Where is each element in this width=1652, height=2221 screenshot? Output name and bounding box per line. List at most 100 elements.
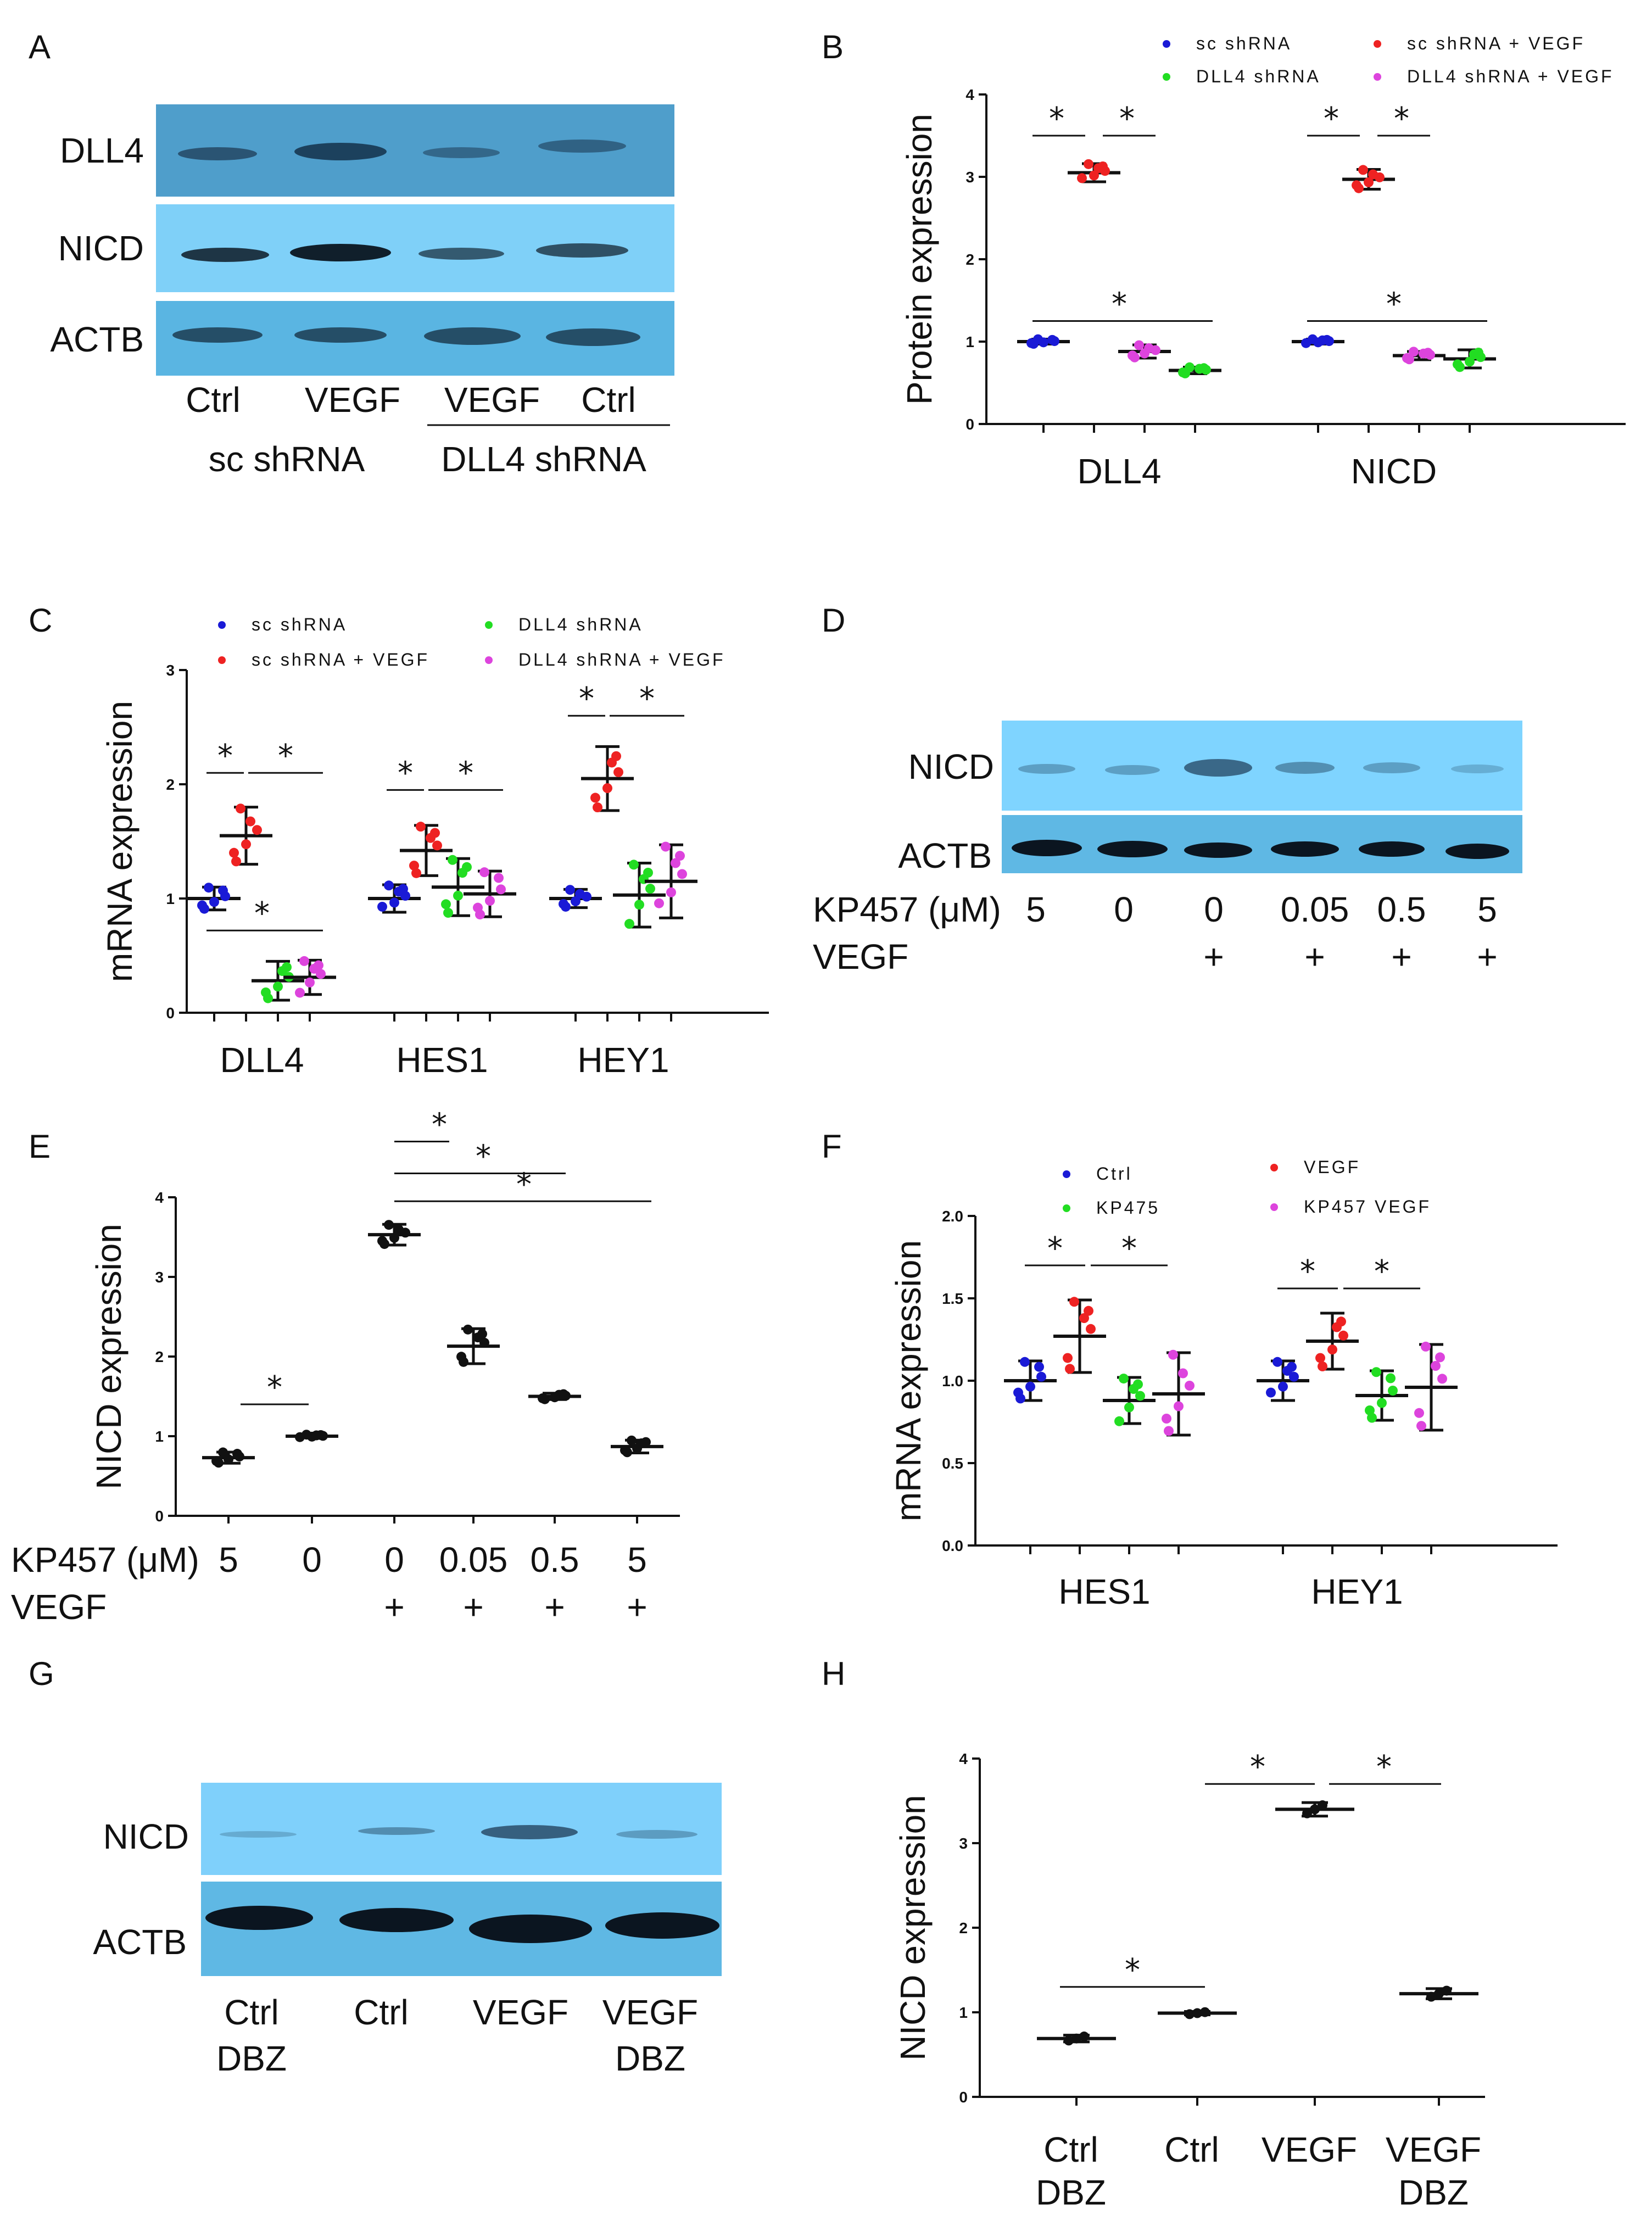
significance-star: *	[432, 1107, 447, 1143]
data-point	[1084, 1305, 1093, 1316]
significance-star: *	[516, 1167, 532, 1202]
data-point	[1365, 1405, 1375, 1415]
significance-star: *	[1394, 101, 1409, 137]
data-point	[1180, 368, 1190, 378]
blot-g-row-label: NICD	[103, 1817, 189, 1856]
data-point	[1084, 159, 1093, 169]
data-point	[643, 867, 653, 878]
significance-star: *	[267, 1370, 282, 1405]
data-point	[645, 884, 655, 894]
data-point	[1164, 1426, 1174, 1436]
data-point	[448, 855, 457, 865]
x-category-label: DLL4	[1078, 451, 1162, 491]
data-point	[463, 1324, 473, 1335]
data-point	[1069, 1297, 1079, 1307]
x-category-label: DLL4	[220, 1040, 304, 1080]
legend-label: VEGF	[1304, 1157, 1360, 1177]
data-point	[1071, 2033, 1081, 2044]
data-point	[235, 1452, 244, 1462]
data-point	[1414, 1408, 1424, 1418]
dose-value: 5	[627, 1540, 647, 1580]
data-point	[613, 767, 623, 777]
blot-d-dose-value: 5	[1477, 890, 1497, 929]
data-point	[1388, 1386, 1398, 1396]
x-category-label: VEGF	[1386, 2130, 1481, 2169]
data-point	[389, 1232, 399, 1243]
legend-label: DLL4 shRNA + VEGF	[1407, 66, 1614, 86]
x-category-label: DBZ	[1398, 2173, 1469, 2212]
data-point	[1050, 336, 1059, 347]
blot-d-strip-actb	[1002, 815, 1522, 873]
data-point	[1063, 1353, 1073, 1363]
panel-label-f: F	[822, 1128, 842, 1165]
data-point	[209, 897, 219, 907]
data-point	[430, 828, 440, 838]
data-point	[1133, 1379, 1143, 1389]
y-tick-label: 1.5	[942, 1290, 963, 1307]
panel-label-a: A	[29, 29, 51, 65]
significance-star: *	[639, 681, 655, 717]
y-tick-label: 1	[155, 1428, 164, 1445]
data-point	[252, 825, 262, 835]
y-axis-title: Protein expression	[900, 114, 939, 405]
data-point	[622, 1447, 632, 1458]
blot-d-row-label: NICD	[908, 747, 994, 786]
y-tick-label: 4	[965, 86, 974, 103]
data-point	[1289, 1371, 1299, 1382]
dose-value: 0.5	[531, 1540, 579, 1580]
legend-label: DLL4 shRNA + VEGF	[518, 650, 725, 669]
data-point	[1185, 2009, 1195, 2019]
x-category-label: HES1	[1058, 1572, 1150, 1611]
data-point	[204, 883, 214, 893]
data-point	[377, 901, 387, 912]
significance-star: *	[1300, 1254, 1315, 1290]
y-axis-title: NICD expression	[893, 1795, 933, 2061]
data-point	[1130, 352, 1140, 362]
blot-d-vegf-value: +	[1304, 937, 1325, 976]
dose-axis-label: KP457 (μM)	[11, 1540, 199, 1580]
x-category-label: HES1	[396, 1040, 488, 1080]
blot-a-band	[424, 327, 521, 345]
data-point	[1064, 2035, 1074, 2046]
data-point	[1474, 347, 1483, 358]
blot-g-lane-label: DBZ	[216, 2039, 287, 2078]
data-point	[1367, 1413, 1377, 1423]
blot-g-lane-label: VEGF	[602, 1993, 698, 2032]
significance-star: *	[1125, 1952, 1140, 1988]
x-category-label: VEGF	[1262, 2130, 1357, 2169]
blot-d-band	[1184, 759, 1252, 777]
legend-marker	[1063, 1204, 1070, 1212]
data-point	[299, 956, 309, 966]
blot-g-band	[358, 1827, 435, 1835]
significance-star: *	[1386, 287, 1402, 322]
y-tick-label: 2	[959, 1919, 968, 1937]
data-point	[1168, 1349, 1178, 1360]
data-point	[1034, 1361, 1044, 1372]
legend-label: sc shRNA	[252, 615, 347, 634]
data-point	[1336, 1316, 1346, 1327]
chart-c: 0 1 2 3 mRNA expression DLL4 * * HES1 * * HEY1 * * * sc…	[100, 615, 769, 1080]
blot-a-band	[178, 147, 257, 160]
blot-d-band	[1275, 762, 1335, 774]
legend-label: sc shRNA + VEGF	[252, 650, 429, 669]
data-point	[1442, 1985, 1452, 1996]
data-point	[496, 884, 506, 895]
y-tick-label: 2	[166, 776, 175, 793]
y-axis-title: NICD expression	[89, 1224, 129, 1489]
western-blot-d	[1002, 721, 1522, 873]
y-tick-label: 2.0	[942, 1208, 963, 1225]
data-point	[1178, 1368, 1188, 1379]
data-point	[1434, 1989, 1444, 1999]
blot-d-vegf-value: +	[1477, 937, 1497, 976]
data-point	[479, 867, 489, 878]
data-point	[1364, 177, 1374, 187]
blot-a-band	[294, 327, 387, 343]
blot-a-lane-label: VEGF	[305, 380, 400, 420]
data-point	[1013, 1387, 1023, 1398]
data-point	[1282, 1366, 1292, 1376]
y-tick-label: 1	[965, 333, 974, 350]
data-point	[1368, 169, 1378, 180]
data-point	[1327, 1344, 1337, 1355]
data-point	[1301, 338, 1311, 348]
data-point	[1338, 1330, 1348, 1341]
